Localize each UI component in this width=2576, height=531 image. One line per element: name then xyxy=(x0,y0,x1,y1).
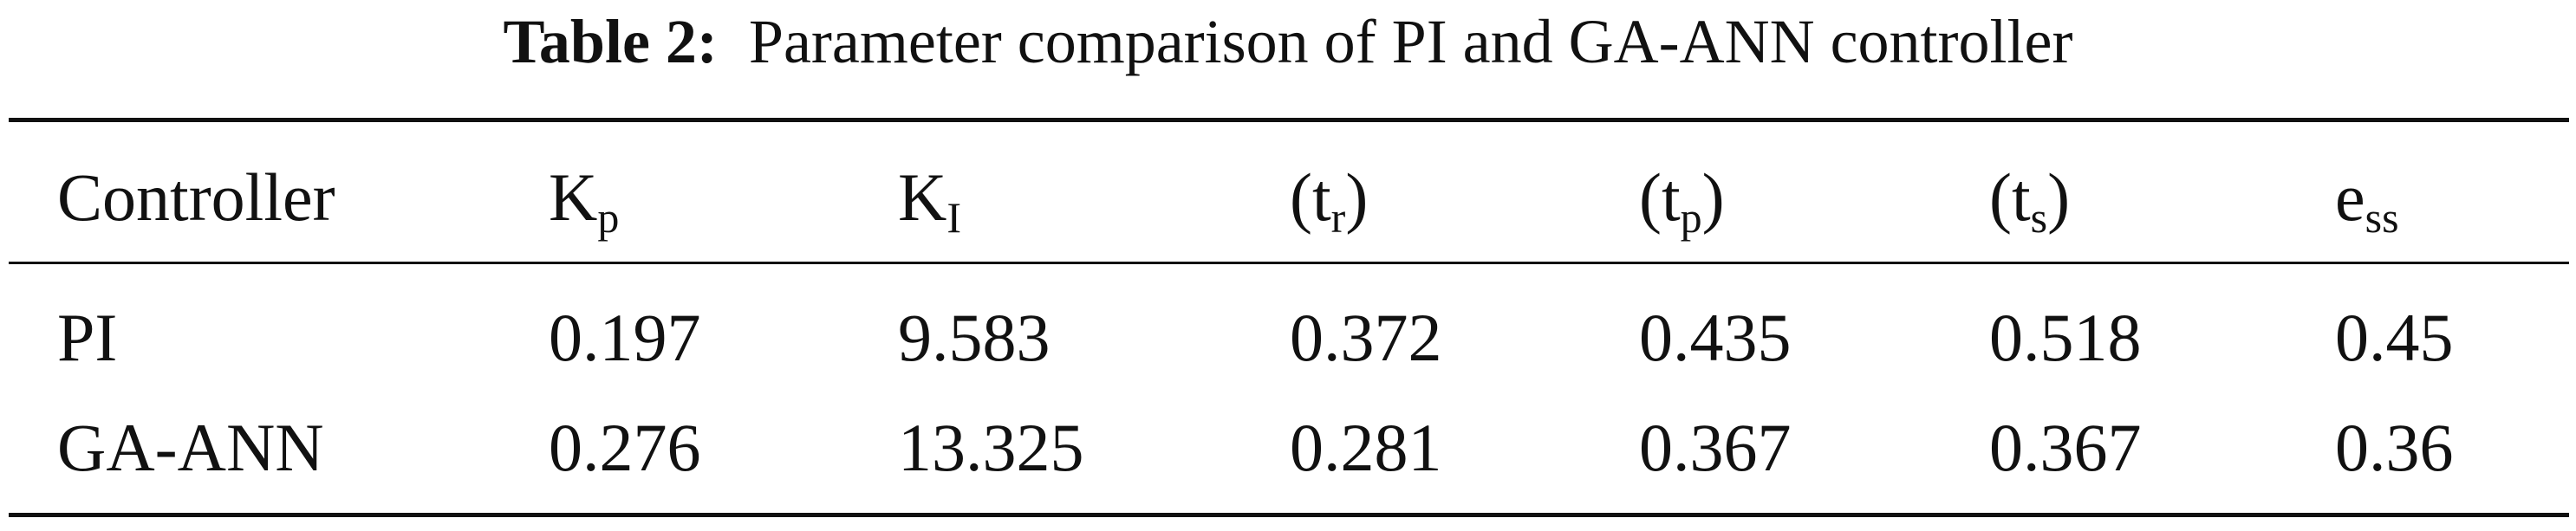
header-subscript: ss xyxy=(2365,193,2399,242)
header-subscript: r xyxy=(1330,193,1346,242)
header-cell: (ts) xyxy=(1989,159,2071,239)
table-cell: 0.276 xyxy=(549,410,701,485)
table-cell: 0.45 xyxy=(2335,300,2454,375)
table-cell: 0.36 xyxy=(2335,410,2454,485)
table-cell: 0.281 xyxy=(1290,410,1442,485)
header-text: K xyxy=(898,159,947,235)
table-cell: 0.372 xyxy=(1290,300,1442,375)
header-subscript: p xyxy=(1680,193,1702,242)
table-cell: 0.367 xyxy=(1989,410,2142,485)
header-cell: Controller xyxy=(57,159,335,236)
table-caption: Table 2: Parameter comparison of PI and … xyxy=(0,7,2576,76)
header-rule xyxy=(9,262,2569,264)
header-subscript: p xyxy=(597,193,620,242)
row-label: GA-ANN xyxy=(57,410,324,485)
table-cell: 9.583 xyxy=(898,300,1051,375)
header-cell: (tp) xyxy=(1639,159,1725,239)
header-text: (t xyxy=(1639,159,1681,235)
header-subscript: I xyxy=(946,193,961,242)
header-tail: ) xyxy=(1701,159,1725,235)
table-cell: 0.367 xyxy=(1639,410,1792,485)
header-text: e xyxy=(2335,159,2365,235)
header-text: K xyxy=(549,159,598,235)
header-cell: ess xyxy=(2335,159,2399,239)
row-label: PI xyxy=(57,300,118,375)
header-cell: Kp xyxy=(549,159,619,239)
table-cell: 0.435 xyxy=(1639,300,1792,375)
header-text: Controller xyxy=(57,159,335,235)
header-cell: KI xyxy=(898,159,961,239)
header-tail: ) xyxy=(1345,159,1369,235)
caption-text: Parameter comparison of PI and GA-ANN co… xyxy=(748,7,2073,76)
table-cell: 13.325 xyxy=(898,410,1084,485)
top-rule xyxy=(9,118,2569,122)
header-subscript: s xyxy=(2030,193,2048,242)
bottom-rule xyxy=(9,513,2569,517)
header-text: (t xyxy=(1989,159,2031,235)
header-tail: ) xyxy=(2047,159,2071,235)
header-text: (t xyxy=(1290,159,1331,235)
table-cell: 0.518 xyxy=(1989,300,2142,375)
header-cell: (tr) xyxy=(1290,159,1369,239)
table-cell: 0.197 xyxy=(549,300,701,375)
caption-label: Table 2: xyxy=(503,7,718,76)
